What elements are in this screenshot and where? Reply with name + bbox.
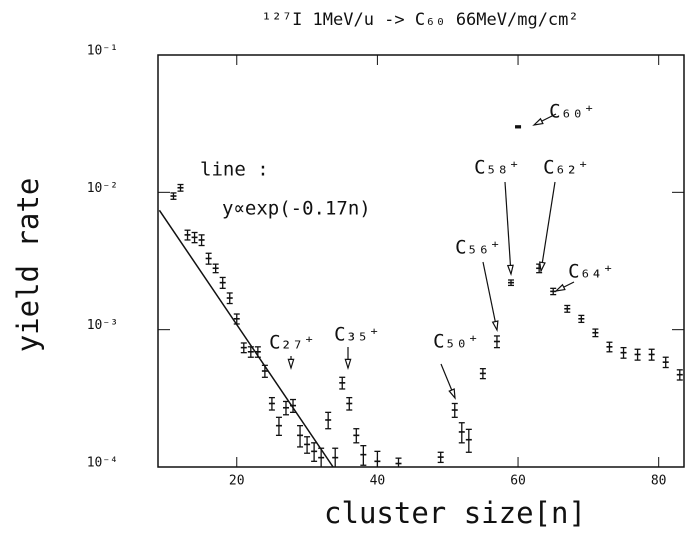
annotation-arrow [482,261,498,331]
y-tick-label: 10⁻² [87,181,118,196]
arrow-head [448,388,456,400]
arrow-head [538,261,546,274]
annotation: y∝exp(-0.17n) [222,198,371,220]
arrow-head [506,264,514,277]
error-bar [332,447,339,467]
x-tick-label: 60 [510,474,526,489]
y-tick-label: 10⁻³ [87,318,118,333]
plot-frame [157,54,685,468]
x-tick-label: 80 [651,474,667,489]
annotation: C₅₆⁺ [455,237,501,259]
fit-line [158,209,334,467]
y-tick-label: 10⁻¹ [87,44,118,59]
arrow-head [344,358,352,371]
plot-area [158,125,683,467]
error-bar [297,425,304,448]
annotation-arrow [540,181,556,272]
error-bar [465,428,472,453]
chart-title: ¹²⁷I 1MeV/u -> C₆₀ 66MeV/mg/cm² [261,10,578,30]
annotation: C₆₄⁺ [568,261,614,283]
y-tick-label: 10⁻⁴ [87,456,118,471]
annotation: C₅₀⁺ [433,331,479,353]
error-bar [374,450,381,467]
annotation: C₃₅⁺ [334,324,380,346]
annotation: line : [200,159,269,181]
annotation: C₅₈⁺ [474,157,520,179]
x-tick-label: 20 [229,474,245,489]
arrow-head [287,358,295,371]
arrow-head [554,283,566,292]
annotation: C₆₂⁺ [543,157,589,179]
annotation-arrow [504,181,512,275]
annotation: C₆₀⁺ [549,101,595,123]
y-axis-label: yield rate [11,178,45,353]
arrow-head [532,117,544,126]
x-axis-label: cluster size[n] [324,496,586,530]
error-bar [458,422,465,444]
x-tick-label: 40 [370,474,386,489]
arrow-head [491,320,499,332]
annotation: C₂₇⁺ [269,332,315,354]
